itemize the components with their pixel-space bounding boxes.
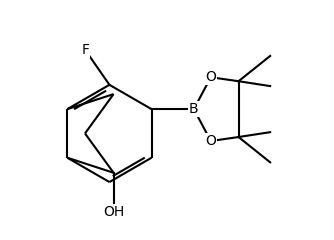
Text: O: O — [205, 134, 216, 148]
Text: F: F — [81, 43, 89, 57]
Text: OH: OH — [103, 205, 124, 219]
Text: O: O — [205, 70, 216, 84]
Text: B: B — [189, 102, 199, 116]
